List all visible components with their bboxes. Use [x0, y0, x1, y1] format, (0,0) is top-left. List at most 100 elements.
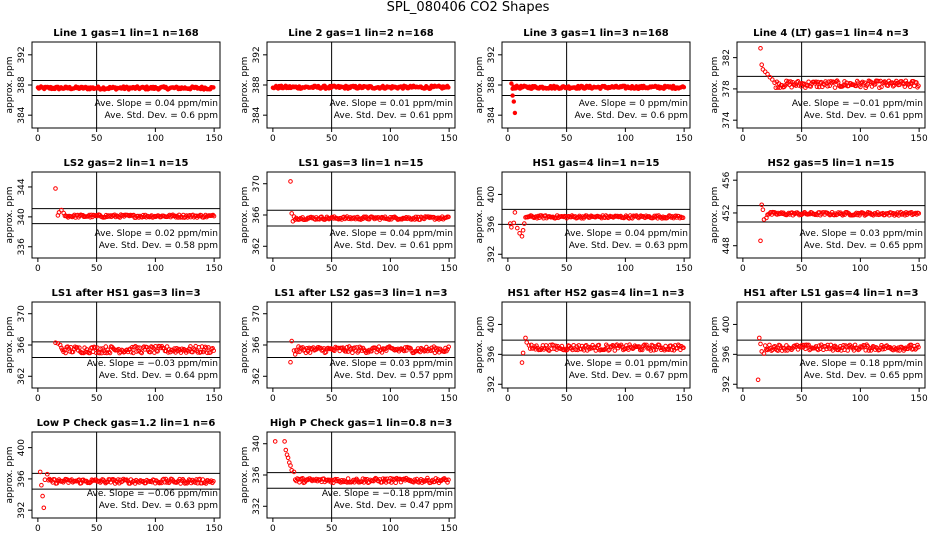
data-point	[630, 346, 636, 352]
data-point	[288, 463, 293, 468]
std-dev-annotation: Ave. Std. Dev. = 0.6 ppm	[105, 111, 218, 121]
x-tick-label: 150	[911, 134, 928, 144]
slope-annotation: Ave. Slope = 0.04 ppm/min	[94, 99, 218, 109]
y-axis-label: approx. ppm	[5, 187, 15, 244]
x-tick-label: 150	[441, 134, 458, 144]
y-tick-label: 384	[17, 106, 27, 123]
data-point	[841, 83, 846, 88]
std-dev-annotation: Ave. Std. Dev. = 0.65 ppm	[804, 371, 923, 381]
data-point	[891, 83, 897, 88]
x-tick-label: 0	[270, 134, 276, 144]
plot-frame	[736, 41, 926, 129]
std-dev-annotation: Ave. Std. Dev. = 0.61 ppm	[334, 111, 453, 121]
panel-14: High P Check gas=1 lin=0.8 n=3 0 50 100 150 3…	[240, 418, 458, 534]
data-point	[432, 350, 438, 356]
data-point	[770, 77, 775, 82]
data-point	[72, 344, 78, 350]
data-point	[825, 83, 830, 89]
y-tick-label: 388	[252, 76, 262, 93]
data-point	[534, 343, 539, 349]
data-point	[784, 343, 789, 348]
data-point	[307, 350, 313, 355]
data-point	[343, 349, 349, 354]
data-point	[204, 345, 209, 351]
y-tick-label: 396	[487, 345, 497, 362]
y-axis-label: approx. ppm	[240, 57, 250, 114]
data-point	[509, 225, 514, 230]
data-point	[783, 348, 788, 353]
data-point	[282, 439, 287, 444]
x-tick-label: 50	[91, 134, 103, 144]
y-tick-label: 400	[487, 186, 497, 203]
y-tick-label: 392	[487, 246, 497, 263]
x-tick-label: 50	[326, 134, 338, 144]
panel-title: Line 3 gas=1 lin=3 n=168	[523, 28, 669, 39]
data-point	[510, 93, 515, 98]
data-point	[813, 79, 819, 85]
data-point	[806, 79, 811, 85]
data-point	[512, 110, 518, 116]
y-tick-label: 448	[722, 237, 732, 254]
y-axis-label: approx. ppm	[5, 447, 15, 504]
data-point	[172, 346, 177, 351]
data-point	[379, 350, 385, 355]
data-point	[681, 345, 686, 351]
data-point	[758, 46, 763, 51]
y-tick-label: 370	[252, 175, 262, 192]
panel-title: LS1 after HS1 gas=3 lin=3	[51, 288, 200, 299]
x-tick-label: 0	[270, 524, 276, 534]
data-point	[289, 211, 295, 216]
data-point	[593, 348, 599, 353]
data-point	[784, 78, 789, 84]
panel-title: Low P Check gas=1.2 lin=1 n=6	[37, 418, 216, 429]
y-tick-label: 362	[252, 368, 262, 385]
figure-title: SPL_080406 CO2 Shapes	[386, 0, 550, 15]
y-tick-label: 396	[17, 470, 27, 487]
data-point	[755, 377, 761, 383]
data-point	[759, 202, 765, 208]
y-axis-label: approx. ppm	[710, 317, 720, 374]
data-point	[211, 85, 216, 90]
panel-11: HS1 after HS2 gas=4 lin=1 n=3 0 50 100 150 39…	[475, 288, 693, 404]
data-point	[594, 345, 600, 351]
data-point	[792, 343, 798, 349]
x-tick-label: 150	[206, 394, 223, 404]
slope-annotation: Ave. Slope = 0.18 ppm/min	[799, 359, 923, 369]
data-point	[895, 347, 900, 353]
y-tick-label: 340	[17, 208, 27, 225]
data-point	[350, 350, 355, 356]
x-tick-label: 150	[676, 134, 693, 144]
x-tick-label: 50	[561, 134, 573, 144]
data-point	[391, 477, 396, 483]
data-point	[139, 350, 144, 356]
y-tick-label: 366	[252, 336, 262, 353]
y-axis-label: approx. ppm	[475, 317, 485, 374]
x-tick-label: 100	[852, 394, 869, 404]
data-point	[520, 350, 526, 356]
data-point	[398, 479, 404, 485]
y-axis-label: approx. ppm	[475, 187, 485, 244]
panel-title: HS1 after HS2 gas=4 lin=1 n=3	[507, 288, 684, 299]
data-point	[832, 85, 838, 90]
data-point	[429, 345, 435, 351]
data-point	[650, 343, 656, 349]
data-point	[542, 345, 548, 351]
panel-1: Line 1 gas=1 lin=1 n=168 0 50 100 150 384 388 3…	[5, 28, 223, 144]
y-tick-label: 340	[252, 435, 262, 452]
data-point	[433, 345, 439, 351]
x-tick-label: 50	[91, 394, 103, 404]
data-point	[155, 349, 160, 354]
data-point	[761, 351, 767, 356]
x-tick-label: 0	[35, 524, 41, 534]
x-tick-label: 100	[147, 524, 164, 534]
slope-annotation: Ave. Slope = 0.01 ppm/min	[329, 99, 453, 109]
data-point	[164, 344, 170, 349]
y-tick-label: 388	[17, 76, 27, 93]
data-point	[210, 346, 215, 351]
data-point	[509, 81, 514, 86]
y-tick-label: 362	[17, 368, 27, 385]
slope-annotation: Ave. Slope = −0.06 ppm/min	[87, 489, 218, 499]
y-tick-label: 396	[487, 215, 497, 232]
data-point	[174, 346, 179, 351]
y-tick-label: 396	[722, 345, 732, 362]
